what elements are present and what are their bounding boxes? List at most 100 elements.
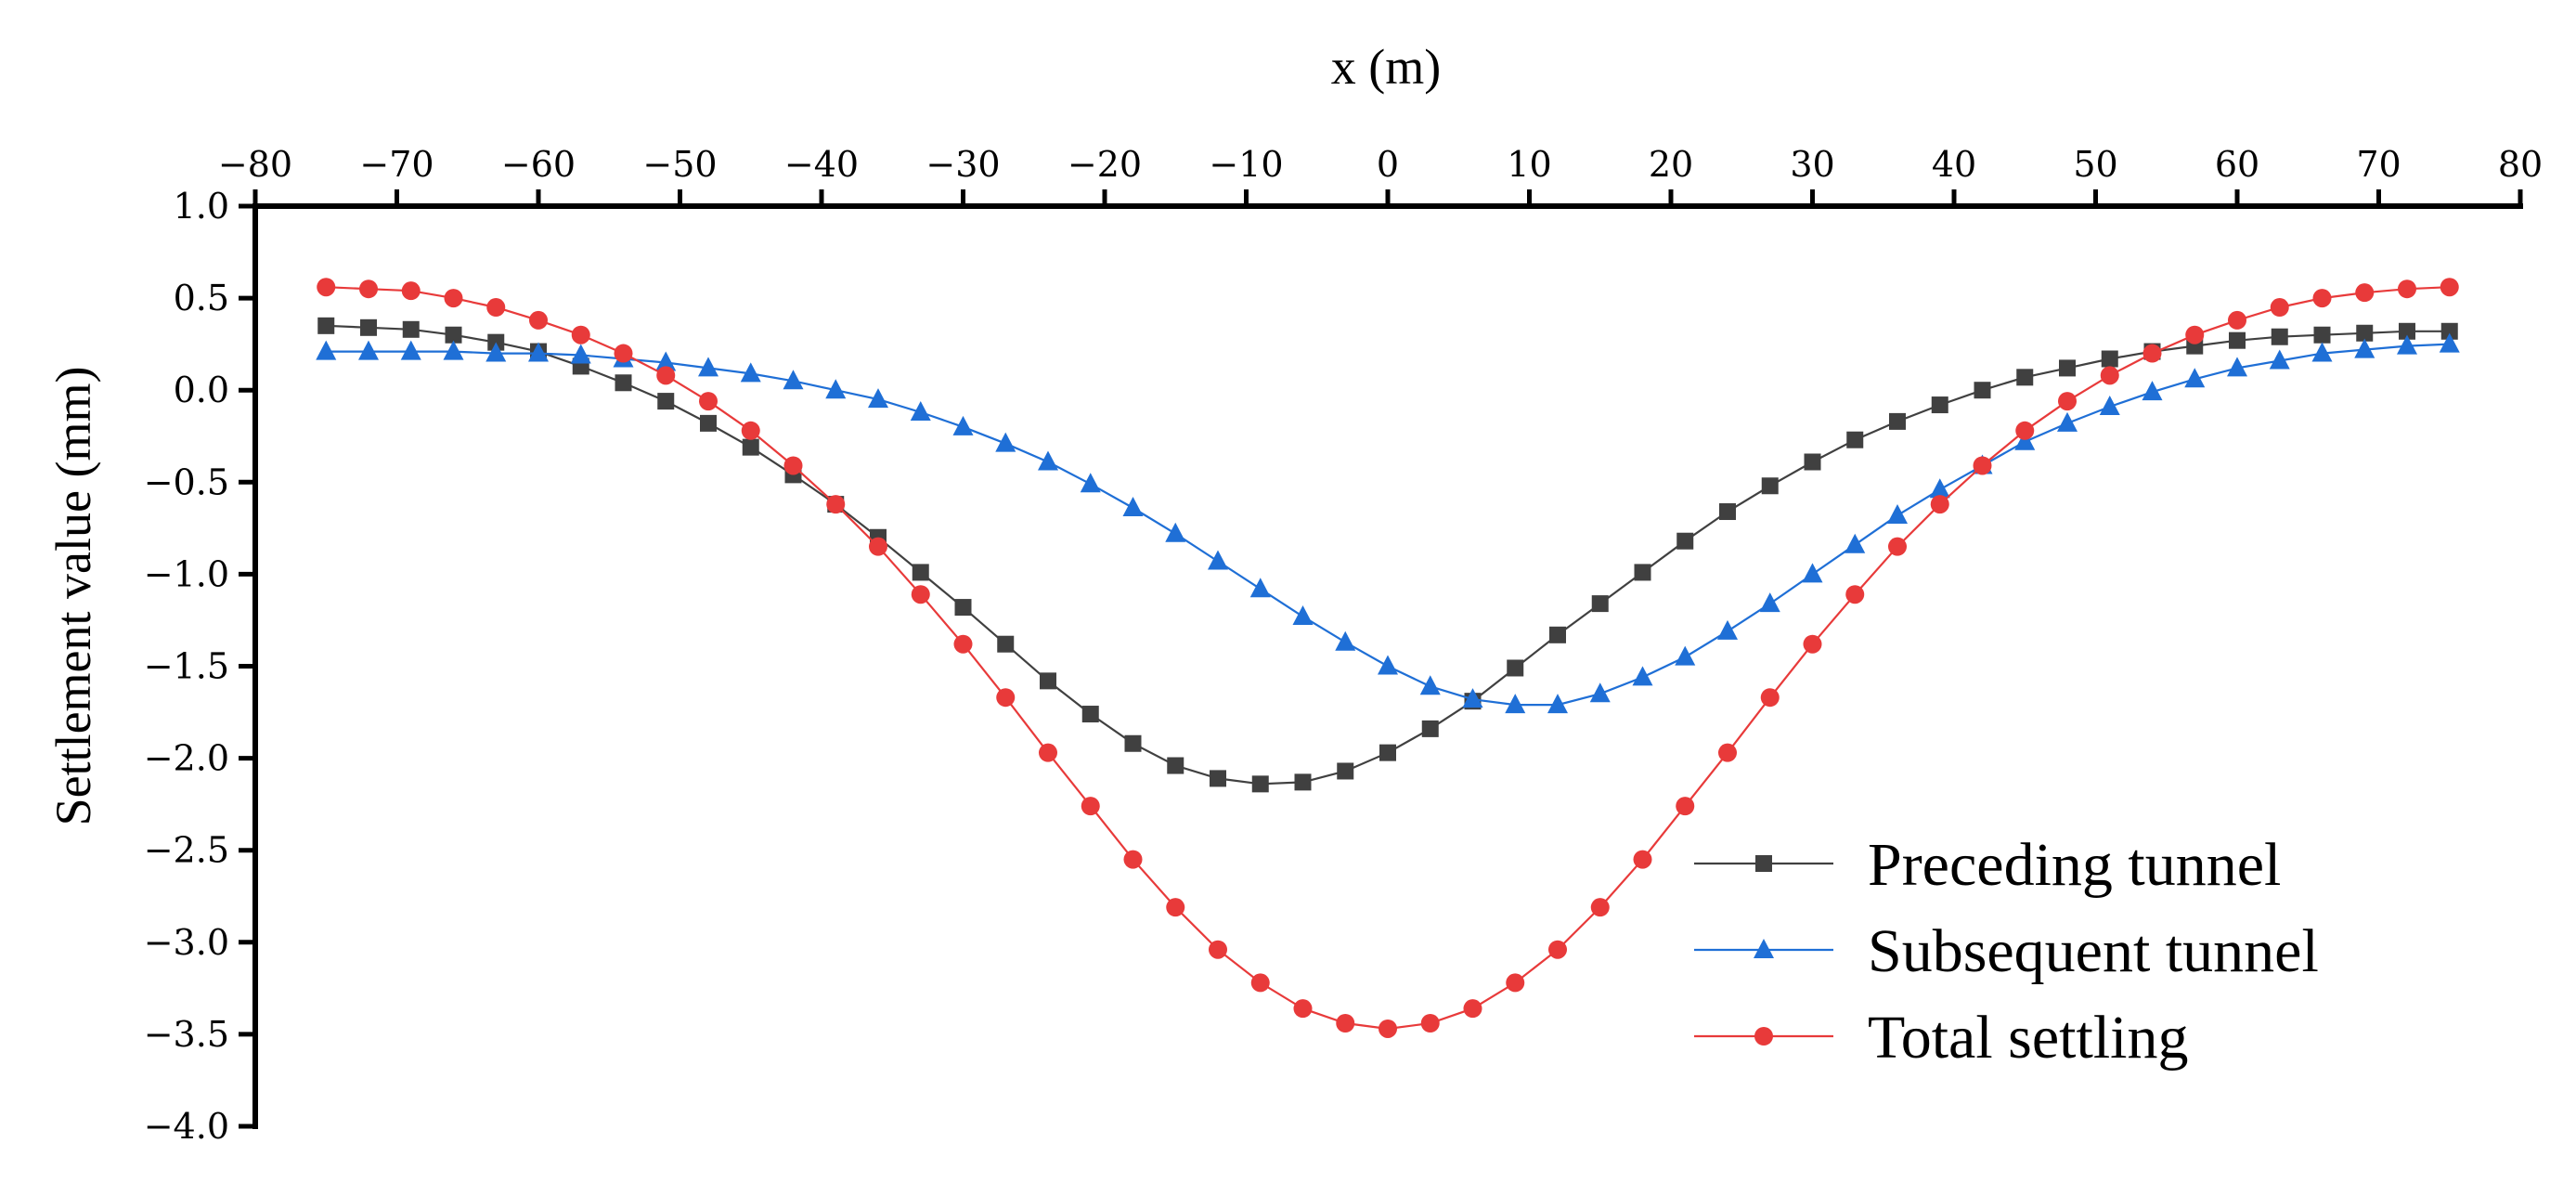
data-point-subsequent-tunnel: [1929, 478, 1950, 499]
data-point-preceding-tunnel: [1549, 626, 1566, 643]
series-total-settling: [317, 278, 2459, 1038]
data-point-preceding-tunnel: [742, 438, 759, 456]
data-point-subsequent-tunnel: [1717, 619, 1738, 640]
data-point-total-settling: [359, 279, 378, 299]
data-point-preceding-tunnel: [1931, 396, 1948, 414]
y-tick-label: 0.0: [174, 370, 229, 410]
data-point-preceding-tunnel: [2356, 324, 2374, 342]
data-point-total-settling: [1420, 1014, 1440, 1033]
x-tick-label: −10: [1209, 144, 1283, 185]
data-point-subsequent-tunnel: [2354, 338, 2375, 358]
y-tick-label: −3.5: [144, 1014, 229, 1055]
x-tick-label: −20: [1068, 144, 1142, 185]
data-point-total-settling: [1590, 898, 1610, 917]
data-point-subsequent-tunnel: [2057, 411, 2078, 432]
data-point-total-settling: [911, 585, 930, 604]
data-point-subsequent-tunnel: [868, 388, 888, 409]
data-point-total-settling: [1803, 634, 1822, 654]
data-point-subsequent-tunnel: [2269, 349, 2290, 370]
data-point-total-settling: [1039, 743, 1057, 762]
x-tick-label: 10: [1507, 144, 1551, 185]
data-point-total-settling: [2142, 344, 2162, 363]
x-tick-label: 60: [2215, 144, 2259, 185]
data-point-subsequent-tunnel: [2184, 368, 2206, 388]
data-point-preceding-tunnel: [657, 393, 675, 410]
y-tick-label: −2.0: [144, 738, 229, 779]
legend-label-subsequent-tunnel: Subsequent tunnel: [1868, 917, 2319, 985]
data-point-subsequent-tunnel: [1122, 497, 1144, 517]
data-point-preceding-tunnel: [1889, 412, 1906, 430]
data-point-total-settling: [1293, 999, 1313, 1019]
y-tick-label: −2.5: [144, 830, 229, 871]
data-point-total-settling: [953, 634, 973, 654]
data-point-subsequent-tunnel: [1759, 592, 1780, 613]
data-point-subsequent-tunnel: [1462, 688, 1483, 708]
data-point-total-settling: [571, 325, 590, 344]
data-point-total-settling: [1930, 495, 1949, 514]
data-point-preceding-tunnel: [1124, 734, 1142, 752]
data-point-preceding-tunnel: [2016, 369, 2034, 386]
data-point-total-settling: [2100, 366, 2119, 385]
y-tick-label: −0.5: [144, 461, 229, 502]
data-point-preceding-tunnel: [1167, 757, 1184, 774]
data-point-total-settling: [317, 278, 336, 297]
data-point-total-settling: [2228, 310, 2246, 330]
data-point-preceding-tunnel: [1634, 564, 1651, 581]
y-tick-label: 1.0: [174, 186, 229, 227]
legend-label-total-settling: Total settling: [1868, 1004, 2189, 1072]
data-point-preceding-tunnel: [2313, 326, 2331, 344]
series-preceding-tunnel: [317, 317, 2458, 793]
data-point-total-settling: [401, 281, 421, 301]
data-point-total-settling: [1336, 1014, 1355, 1033]
data-point-preceding-tunnel: [1761, 477, 1779, 495]
data-point-subsequent-tunnel: [2397, 334, 2417, 355]
data-point-subsequent-tunnel: [995, 432, 1016, 452]
data-point-preceding-tunnel: [700, 414, 717, 432]
data-point-preceding-tunnel: [360, 318, 377, 336]
data-point-subsequent-tunnel: [783, 370, 804, 390]
data-point-subsequent-tunnel: [1292, 604, 1314, 625]
data-point-subsequent-tunnel: [1165, 522, 1186, 542]
data-point-subsequent-tunnel: [655, 351, 677, 371]
data-point-subsequent-tunnel: [1419, 675, 1441, 695]
data-point-total-settling: [656, 366, 676, 385]
legend-marker-subsequent-tunnel: [1754, 939, 1774, 958]
series-line-preceding-tunnel: [326, 324, 2450, 786]
axes: −80 −70 −60 −50 −40 −30 −20 −10 0 10 20 30 40 50 60 70 8…: [144, 144, 2543, 1147]
x-tick-label: 80: [2498, 144, 2543, 185]
data-point-subsequent-tunnel: [1675, 645, 1696, 666]
legend-item-preceding-tunnel: Preceding tunnel: [1694, 831, 2281, 899]
data-point-subsequent-tunnel: [2439, 332, 2460, 353]
data-point-total-settling: [2398, 279, 2416, 299]
x-axis-title: x (m): [1331, 39, 1441, 95]
data-point-total-settling: [2058, 392, 2077, 411]
data-point-subsequent-tunnel: [528, 342, 549, 362]
data-point-subsequent-tunnel: [698, 357, 718, 377]
data-point-subsequent-tunnel: [910, 400, 931, 421]
data-point-total-settling: [783, 456, 803, 475]
data-point-total-settling: [2440, 278, 2459, 297]
data-point-preceding-tunnel: [2059, 359, 2076, 377]
data-point-subsequent-tunnel: [952, 415, 974, 435]
data-point-subsequent-tunnel: [825, 379, 847, 399]
x-tick-label: 30: [1790, 144, 1834, 185]
data-point-preceding-tunnel: [1804, 453, 1821, 471]
x-tick-label: −30: [926, 144, 1000, 185]
data-point-total-settling: [2185, 325, 2205, 344]
data-point-total-settling: [486, 298, 506, 318]
series-subsequent-tunnel: [316, 332, 2460, 714]
data-point-total-settling: [2312, 289, 2332, 308]
data-point-preceding-tunnel: [1974, 382, 1991, 399]
data-point-preceding-tunnel: [2271, 328, 2288, 345]
data-point-preceding-tunnel: [1040, 672, 1056, 690]
data-point-total-settling: [2015, 421, 2035, 440]
legend-marker-preceding-tunnel: [1755, 855, 1772, 872]
data-point-total-settling: [1548, 940, 1567, 959]
data-point-preceding-tunnel: [1379, 744, 1396, 761]
data-point-total-settling: [1250, 973, 1270, 993]
data-point-subsequent-tunnel: [1038, 450, 1058, 471]
data-point-preceding-tunnel: [445, 326, 462, 344]
data-point-preceding-tunnel: [1337, 762, 1354, 780]
data-point-subsequent-tunnel: [1589, 682, 1611, 703]
